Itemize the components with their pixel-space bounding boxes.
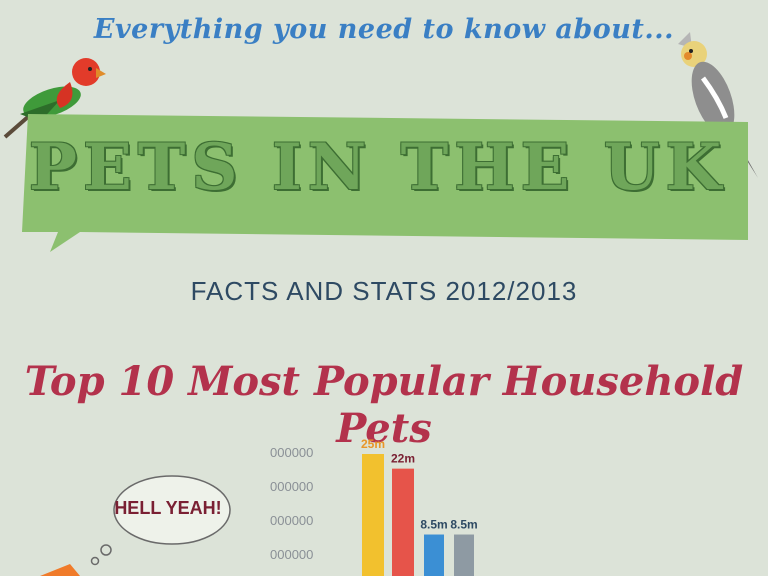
speech-bubble — [113, 475, 231, 545]
bar — [454, 534, 474, 576]
y-tick-label: 000000 — [270, 513, 313, 528]
tagline: Everything you need to know about... — [93, 14, 675, 45]
title-banner: PETS IN THE UK — [0, 100, 768, 260]
data-label: 22m — [391, 452, 415, 466]
banner-shape — [22, 114, 748, 252]
data-label: 8.5m — [450, 518, 477, 532]
bubble-text: HELL YEAH! — [114, 498, 222, 518]
y-tick-label: 000000 — [270, 479, 313, 494]
y-tick-label: 000000 — [270, 445, 313, 460]
data-label: 25m — [361, 437, 385, 451]
bar — [392, 468, 414, 576]
subtitle: FACTS AND STATS 2012/2013 — [190, 276, 578, 306]
y-tick-label: 000000 — [270, 547, 313, 562]
pets-bar-chart: 000000 000000 000000 000000 25m 22m 8.5m 8.5m — [270, 437, 478, 576]
parrot-illustration — [3, 58, 106, 139]
bar — [362, 454, 384, 576]
page-title: PETS IN THE UK — [28, 130, 728, 205]
section-title: Top 10 Most Popular Household Pets — [24, 358, 744, 452]
orange-shape — [40, 564, 80, 576]
bar — [424, 534, 444, 576]
data-label: 8.5m — [420, 518, 447, 532]
thought-dots — [90, 544, 112, 566]
